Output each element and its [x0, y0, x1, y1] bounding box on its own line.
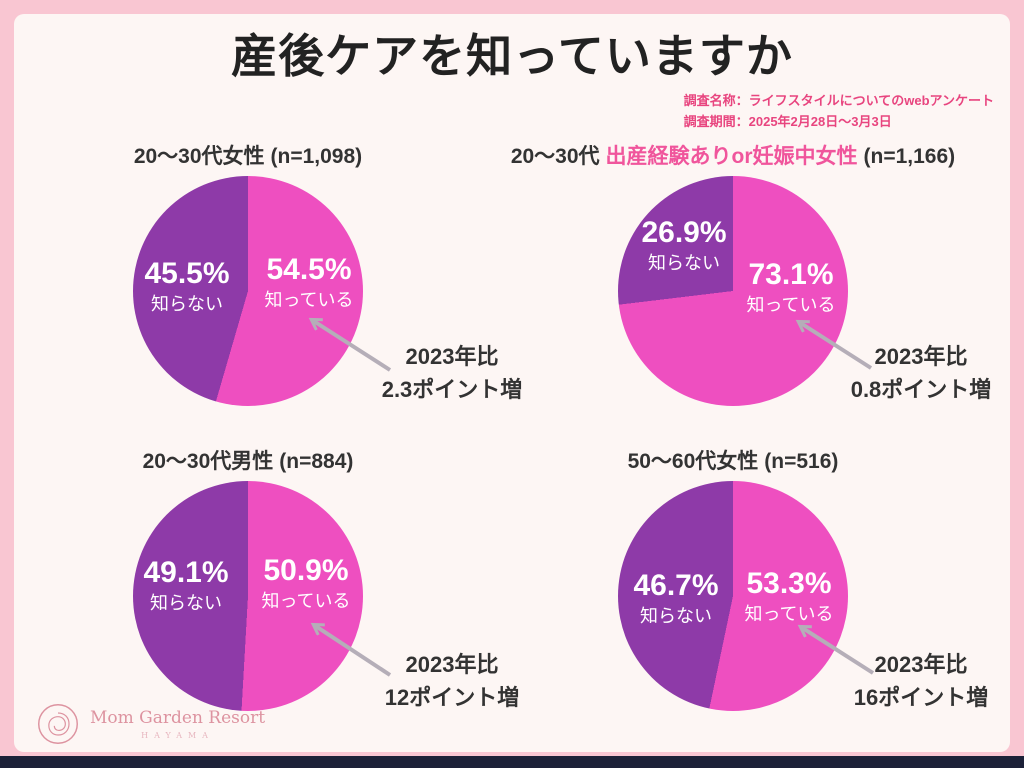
slice-label-dont-know: 46.7% 知らない [633, 570, 718, 628]
slice-percent: 26.9% [641, 216, 727, 250]
survey-period-label: 調査期間： [683, 114, 749, 130]
slice-text: 知っている [746, 294, 836, 315]
yoy-line2: 12ポイント増 [384, 685, 520, 710]
pie-chart-50-60s-women: 50〜60代女性 (n=516) 46.7% 知らない 53.3% 知っている 2… [515, 445, 995, 745]
slice-text: 知らない [149, 592, 222, 613]
survey-info: 調査名称：ライフスタイルについてのwebアンケート 調査期間：2025年2月28… [684, 90, 994, 133]
slice-percent: 53.3% [746, 567, 832, 601]
chart-title-prefix: 20〜30代女性 [133, 145, 265, 168]
chart-sample-size: (n=516) [764, 450, 839, 473]
pie: 45.5% 知らない 54.5% 知っている [133, 176, 363, 406]
chart-title-prefix: 20〜30代 [510, 145, 600, 168]
content-area: 産後ケアを知っていますか 調査名称：ライフスタイルについてのwebアンケート 調… [14, 14, 1010, 752]
yoy-annotation: 2023年比 0.8ポイント増 [811, 340, 1024, 406]
logo-subtitle: HAYAMA [141, 731, 214, 740]
slice-percent: 45.5% [144, 257, 230, 291]
slice-label-know: 54.5% 知っている [264, 254, 353, 312]
logo-flower-icon [38, 704, 78, 744]
slice-label-know: 73.1% 知っている [746, 259, 835, 317]
slice-text: 知っている [744, 603, 834, 624]
slice-label-know: 53.3% 知っている [744, 568, 833, 626]
survey-period-line: 調査期間：2025年2月28日〜3月3日 [684, 111, 994, 132]
slice-percent: 46.7% [633, 569, 719, 603]
chart-title: 20〜30代男性 (n=884) [0, 445, 498, 475]
chart-sample-size: (n=884) [279, 450, 354, 473]
slice-text: 知らない [150, 293, 223, 314]
slice-label-know: 50.9% 知っている [261, 555, 350, 613]
slice-percent: 73.1% [748, 258, 834, 292]
logo-name: Mom Garden Resort [90, 708, 266, 728]
slice-percent: 50.9% [263, 554, 349, 588]
slice-label-dont-know: 49.1% 知らない [143, 557, 228, 615]
yoy-line2: 2.3ポイント増 [381, 377, 523, 402]
yoy-line2: 16ポイント増 [853, 685, 989, 710]
chart-title: 20〜30代 出産経験ありor妊娠中女性 (n=1,166) [483, 140, 983, 170]
logo-text: Mom Garden Resort HAYAMA [90, 708, 265, 740]
arrow-icon [781, 306, 873, 370]
slice-text: 知っている [264, 289, 354, 310]
survey-period-value: 2025年2月28日〜3月3日 [748, 114, 892, 130]
yoy-line1: 2023年比 [405, 344, 499, 369]
arrow-icon [296, 306, 392, 372]
yoy-line1: 2023年比 [874, 344, 968, 369]
pie-chart-20-30s-women: 20〜30代女性 (n=1,098) 45.5% 知らない 54.5% 知っている… [30, 140, 522, 440]
yoy-annotation: 2023年比 2.3ポイント増 [342, 340, 562, 406]
chart-title-prefix: 20〜30代男性 [142, 450, 274, 473]
slice-text: 知らない [647, 252, 720, 273]
slice-text: 知らない [639, 605, 712, 626]
chart-sample-size: (n=1,166) [863, 145, 956, 168]
chart-sample-size: (n=1,098) [270, 145, 363, 168]
pie: 49.1% 知らない 50.9% 知っている [133, 481, 363, 711]
yoy-annotation: 2023年比 16ポイント増 [811, 648, 1024, 714]
logo: Mom Garden Resort HAYAMA [36, 702, 265, 746]
slice-percent: 54.5% [266, 253, 352, 287]
survey-name-label: 調査名称： [683, 93, 749, 108]
slice-text: 知っている [261, 590, 351, 611]
yoy-annotation: 2023年比 12ポイント増 [342, 648, 562, 714]
yoy-line1: 2023年比 [405, 652, 499, 677]
slice-label-dont-know: 26.9% 知らない [641, 217, 726, 275]
chart-title-prefix: 50〜60代女性 [627, 450, 759, 473]
pie: 26.9% 知らない 73.1% 知っている [618, 176, 848, 406]
chart-title: 50〜60代女性 (n=516) [483, 445, 983, 475]
slice-percent: 49.1% [143, 556, 229, 590]
pie-chart-20-30s-men: 20〜30代男性 (n=884) 49.1% 知らない 50.9% 知っている 2… [30, 445, 519, 745]
arrow-icon [296, 611, 392, 677]
chart-title: 20〜30代女性 (n=1,098) [0, 140, 498, 170]
survey-name-line: 調査名称：ライフスタイルについてのwebアンケート [684, 90, 994, 111]
slice-label-dont-know: 45.5% 知らない [144, 258, 229, 316]
footer-accent-bar [0, 756, 1024, 768]
yoy-line1: 2023年比 [874, 652, 968, 677]
pie-chart-20-30s-mothers: 20〜30代 出産経験ありor妊娠中女性 (n=1,166) 26.9% 知らない … [511, 140, 995, 440]
page-title: 産後ケアを知っていますか [231, 30, 793, 82]
pie: 46.7% 知らない 53.3% 知っている [618, 481, 848, 711]
arrow-icon [781, 611, 875, 675]
chart-title-highlight: 出産経験ありor妊娠中女性 [605, 145, 858, 168]
survey-name-value: ライフスタイルについてのwebアンケート [748, 93, 994, 108]
yoy-line2: 0.8ポイント増 [850, 377, 992, 402]
